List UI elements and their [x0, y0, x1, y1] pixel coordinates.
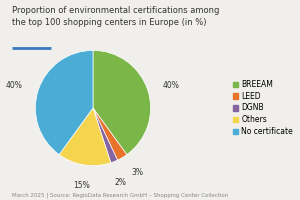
Text: Proportion of environmental certifications among
the top 100 shopping centers in: Proportion of environmental certificatio…: [12, 6, 219, 27]
Text: 2%: 2%: [115, 178, 127, 187]
Wedge shape: [35, 50, 93, 155]
Text: 40%: 40%: [6, 81, 23, 90]
Text: 40%: 40%: [163, 81, 180, 90]
Wedge shape: [59, 108, 111, 166]
Wedge shape: [93, 108, 127, 160]
Text: 15%: 15%: [73, 181, 90, 190]
Text: March 2025 | Source: RegioData Research GmbH – Shopping Center Collection: March 2025 | Source: RegioData Research …: [12, 192, 228, 198]
Text: 3%: 3%: [131, 168, 143, 177]
Wedge shape: [93, 50, 151, 155]
Wedge shape: [93, 108, 118, 163]
Legend: BREEAM, LEED, DGNB, Others, No certificate: BREEAM, LEED, DGNB, Others, No certifica…: [233, 80, 293, 136]
